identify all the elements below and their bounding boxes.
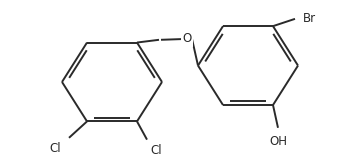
- Text: OH: OH: [269, 135, 287, 148]
- Text: O: O: [182, 32, 192, 45]
- Text: Br: Br: [303, 12, 316, 25]
- Text: Cl: Cl: [50, 142, 61, 155]
- Text: Cl: Cl: [150, 144, 162, 157]
